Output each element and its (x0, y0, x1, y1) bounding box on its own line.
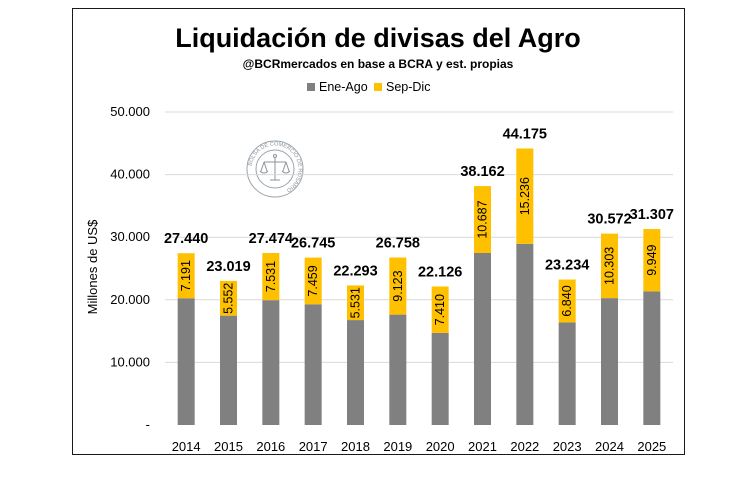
segment-label-2015: 5.552 (222, 283, 236, 314)
seal-inner-ring (255, 149, 295, 189)
bar-ene-ago-2019 (389, 314, 407, 425)
total-label-2022: 44.175 (503, 126, 547, 142)
y-tick-label: 50.000 (110, 104, 150, 119)
bar-sep-dic-2025 (643, 229, 661, 292)
x-tick-label-2023: 2023 (553, 439, 582, 454)
segment-label-2019: 9.123 (391, 270, 405, 301)
x-tick-label-2018: 2018 (341, 439, 370, 454)
x-tick-label-2016: 2016 (256, 439, 285, 454)
bar-sep-dic-2018 (347, 285, 364, 321)
x-tick-label-2022: 2022 (510, 439, 539, 454)
x-tick-label-2015: 2015 (214, 439, 243, 454)
total-label-2023: 23.234 (545, 258, 589, 274)
watermark-seal: BOLSA DE COMERCIO DE ROSARIO (246, 140, 304, 198)
bar-ene-ago-2016 (262, 300, 280, 425)
segment-label-2023: 6.840 (560, 285, 574, 316)
y-tick-label: 40.000 (110, 167, 150, 182)
segment-label-2014: 7.191 (179, 260, 193, 291)
bar-ene-ago-2024 (601, 298, 618, 425)
bar-ene-ago-2017 (304, 304, 322, 425)
segment-label-2021: 10.687 (476, 200, 490, 238)
seal-outer-ring (246, 140, 304, 198)
x-tick-label-2017: 2017 (299, 439, 328, 454)
legend-swatch-ene-ago (307, 83, 315, 91)
bar-sep-dic-2021 (474, 186, 491, 254)
y-tick-label: - (146, 417, 150, 432)
y-tick-label: 30.000 (110, 229, 150, 244)
total-label-2016: 27.474 (249, 231, 293, 247)
x-axis: 2014 2015 2016 2017 2018 2019 2020 2021 2022 2023… (172, 439, 667, 454)
bar-sep-dic-2022 (516, 148, 534, 244)
bar-sep-dic-2014 (177, 253, 195, 299)
segment-label-2022: 15.236 (518, 177, 532, 215)
segment-label-2018: 5.531 (349, 287, 363, 318)
bar-ene-ago-2018 (347, 320, 364, 425)
bar-ene-ago-2015 (220, 315, 237, 425)
chart-canvas: Liquidación de divisas del Agro @BCRmerc… (85, 23, 674, 454)
bar-sep-dic-2023 (558, 279, 576, 323)
bars: 7.191 27.440 5.552 23.019 7.531 27.474 7.459 26… (164, 126, 674, 425)
bar-sep-dic-2024 (601, 233, 618, 299)
bar-ene-ago-2025 (643, 291, 661, 425)
total-label-2020: 22.126 (418, 264, 462, 280)
legend-label-sep-dic: Sep-Dic (386, 80, 430, 94)
bar-sep-dic-2015 (220, 280, 237, 316)
x-tick-label-2024: 2024 (595, 439, 624, 454)
bar-ene-ago-2021 (474, 253, 491, 425)
x-tick-label-2020: 2020 (426, 439, 455, 454)
x-tick-label-2025: 2025 (637, 439, 666, 454)
bar-ene-ago-2014 (177, 298, 195, 425)
bar-ene-ago-2022 (516, 243, 534, 425)
total-label-2021: 38.162 (460, 164, 504, 180)
legend-swatch-sep-dic (374, 83, 382, 91)
total-label-2025: 31.307 (630, 207, 674, 223)
total-label-2017: 26.745 (291, 236, 335, 252)
total-label-2015: 23.019 (206, 259, 250, 275)
chart-title: Liquidación de divisas del Agro (175, 23, 581, 53)
chart-subtitle: @BCRmercados en base a BCRA y est. propi… (243, 57, 514, 71)
y-axis: - 10.000 20.000 30.000 40.000 50.000 (110, 104, 150, 432)
y-tick-label: 10.000 (110, 354, 150, 369)
legend: Ene-Ago Sep-Dic (307, 80, 430, 94)
total-label-2014: 27.440 (164, 231, 208, 247)
scales-of-justice-icon (259, 154, 291, 181)
y-tick-label: 20.000 (110, 292, 150, 307)
x-tick-label-2014: 2014 (172, 439, 201, 454)
total-label-2018: 22.293 (333, 263, 377, 279)
bar-sep-dic-2020 (431, 286, 449, 333)
segment-label-2017: 7.459 (306, 265, 320, 296)
total-label-2024: 30.572 (587, 212, 631, 228)
segment-label-2025: 9.949 (645, 244, 659, 275)
bar-ene-ago-2023 (558, 322, 576, 425)
x-tick-label-2019: 2019 (383, 439, 412, 454)
bar-sep-dic-2017 (304, 257, 322, 305)
total-label-2019: 26.758 (376, 235, 420, 251)
x-tick-label-2021: 2021 (468, 439, 497, 454)
bar-sep-dic-2016 (262, 253, 280, 301)
y-axis-label: Millones de US$ (85, 219, 100, 314)
legend-label-ene-ago: Ene-Ago (319, 80, 368, 94)
segment-label-2020: 7.410 (433, 294, 447, 325)
bar-ene-ago-2020 (431, 332, 449, 425)
bar-sep-dic-2019 (389, 257, 407, 315)
segment-label-2016: 7.531 (264, 261, 278, 292)
chart-frame: Liquidación de divisas del Agro @BCRmerc… (72, 8, 685, 455)
segment-label-2024: 10.303 (603, 247, 617, 285)
gridlines (165, 111, 673, 363)
